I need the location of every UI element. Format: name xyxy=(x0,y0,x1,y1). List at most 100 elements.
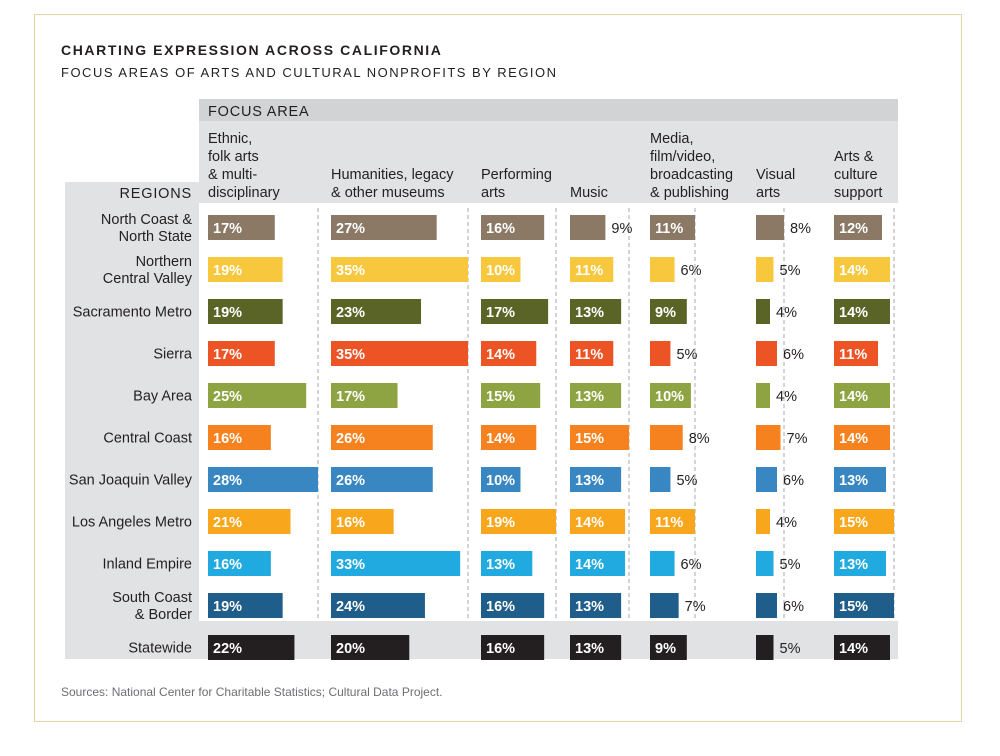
bar xyxy=(570,635,622,660)
bar-value-label: 5% xyxy=(676,347,697,363)
bar xyxy=(570,299,622,324)
bar xyxy=(208,551,271,576)
bar-value-label: 11% xyxy=(575,263,603,279)
bar xyxy=(331,383,398,408)
column-header-line: support xyxy=(834,185,882,201)
column-header-line: & publishing xyxy=(650,185,729,201)
bar xyxy=(570,215,606,240)
bar xyxy=(756,509,770,534)
column-header-line: broadcasting xyxy=(650,167,733,183)
bar-value-label: 10% xyxy=(486,473,515,489)
bar xyxy=(756,593,777,618)
chart-title: CHARTING EXPRESSION ACROSS CALIFORNIA xyxy=(61,42,443,58)
bar-value-label: 16% xyxy=(486,221,515,237)
column-header-line: arts xyxy=(756,185,780,201)
region-label: Sacramento Metro xyxy=(73,305,192,321)
bar-value-label: 13% xyxy=(486,557,515,573)
bar xyxy=(208,215,275,240)
bar xyxy=(834,341,878,366)
bar-value-label: 19% xyxy=(486,515,515,531)
column-header-line: arts xyxy=(481,185,505,201)
bar xyxy=(570,383,622,408)
bar xyxy=(208,299,283,324)
bar xyxy=(208,509,291,534)
bar-value-label: 13% xyxy=(575,641,604,657)
bar xyxy=(650,383,691,408)
bar-value-label: 10% xyxy=(655,389,684,405)
bar xyxy=(481,635,545,660)
bar-value-label: 4% xyxy=(776,305,797,321)
column-header-line: Visual xyxy=(756,167,795,183)
bar-value-label: 4% xyxy=(776,515,797,531)
column-header-line: Media, xyxy=(650,131,694,147)
region-label: South Coast xyxy=(112,590,192,606)
bar-value-label: 28% xyxy=(213,473,242,489)
bar xyxy=(481,551,533,576)
bar xyxy=(650,635,687,660)
bar-value-label: 11% xyxy=(655,221,683,237)
bar xyxy=(650,341,671,366)
bar xyxy=(481,341,537,366)
bar-value-label: 16% xyxy=(486,599,515,615)
bar xyxy=(834,425,890,450)
chart-frame xyxy=(34,14,962,722)
bar xyxy=(834,215,882,240)
bar xyxy=(650,257,675,282)
bar xyxy=(756,215,784,240)
bar-value-label: 35% xyxy=(336,347,365,363)
bar xyxy=(570,425,629,450)
bar-value-label: 15% xyxy=(575,431,604,447)
bar xyxy=(834,635,890,660)
bar-value-label: 17% xyxy=(486,305,515,321)
region-label: Sierra xyxy=(153,347,193,363)
bar-value-label: 11% xyxy=(655,515,683,531)
bar-value-label: 7% xyxy=(685,599,706,615)
bar xyxy=(331,593,425,618)
bar xyxy=(331,341,468,366)
region-label: Central Valley xyxy=(103,271,193,287)
bar xyxy=(208,425,271,450)
bar-value-label: 16% xyxy=(486,641,515,657)
bar-value-label: 11% xyxy=(575,347,603,363)
bar-value-label: 22% xyxy=(213,641,242,657)
bar xyxy=(650,593,679,618)
bar-value-label: 8% xyxy=(790,221,811,237)
bar-value-label: 19% xyxy=(213,305,242,321)
bar-value-label: 6% xyxy=(783,347,804,363)
bar xyxy=(756,425,781,450)
region-label: Inland Empire xyxy=(103,557,192,573)
bar xyxy=(570,341,614,366)
bar-value-label: 14% xyxy=(839,263,868,279)
bar xyxy=(570,467,622,492)
bar-value-label: 15% xyxy=(839,599,868,615)
bar xyxy=(331,509,394,534)
bar xyxy=(331,551,461,576)
bar xyxy=(208,257,283,282)
bar-value-label: 20% xyxy=(336,641,365,657)
bar-value-label: 15% xyxy=(486,389,515,405)
bar-value-label: 25% xyxy=(213,389,242,405)
bar-value-label: 17% xyxy=(213,347,242,363)
bar-value-label: 13% xyxy=(575,473,604,489)
bar-value-label: 26% xyxy=(336,431,365,447)
bar xyxy=(481,425,537,450)
bar xyxy=(481,257,521,282)
bar xyxy=(834,551,886,576)
bar-value-label: 9% xyxy=(655,641,676,657)
bar-value-label: 11% xyxy=(839,347,867,363)
bar xyxy=(208,593,283,618)
regions-header-background xyxy=(65,182,199,203)
region-label: North State xyxy=(119,229,192,245)
bar-value-label: 26% xyxy=(336,473,365,489)
bar xyxy=(756,635,774,660)
chart-subtitle: FOCUS AREAS OF ARTS AND CULTURAL NONPROF… xyxy=(61,65,558,80)
column-header-line: film/video, xyxy=(650,149,715,165)
bar xyxy=(756,341,777,366)
bar-value-label: 16% xyxy=(213,557,242,573)
bar-value-label: 6% xyxy=(783,473,804,489)
region-label: San Joaquin Valley xyxy=(69,473,193,489)
bar-value-label: 27% xyxy=(336,221,365,237)
bar xyxy=(570,509,626,534)
bar-value-label: 14% xyxy=(839,641,868,657)
